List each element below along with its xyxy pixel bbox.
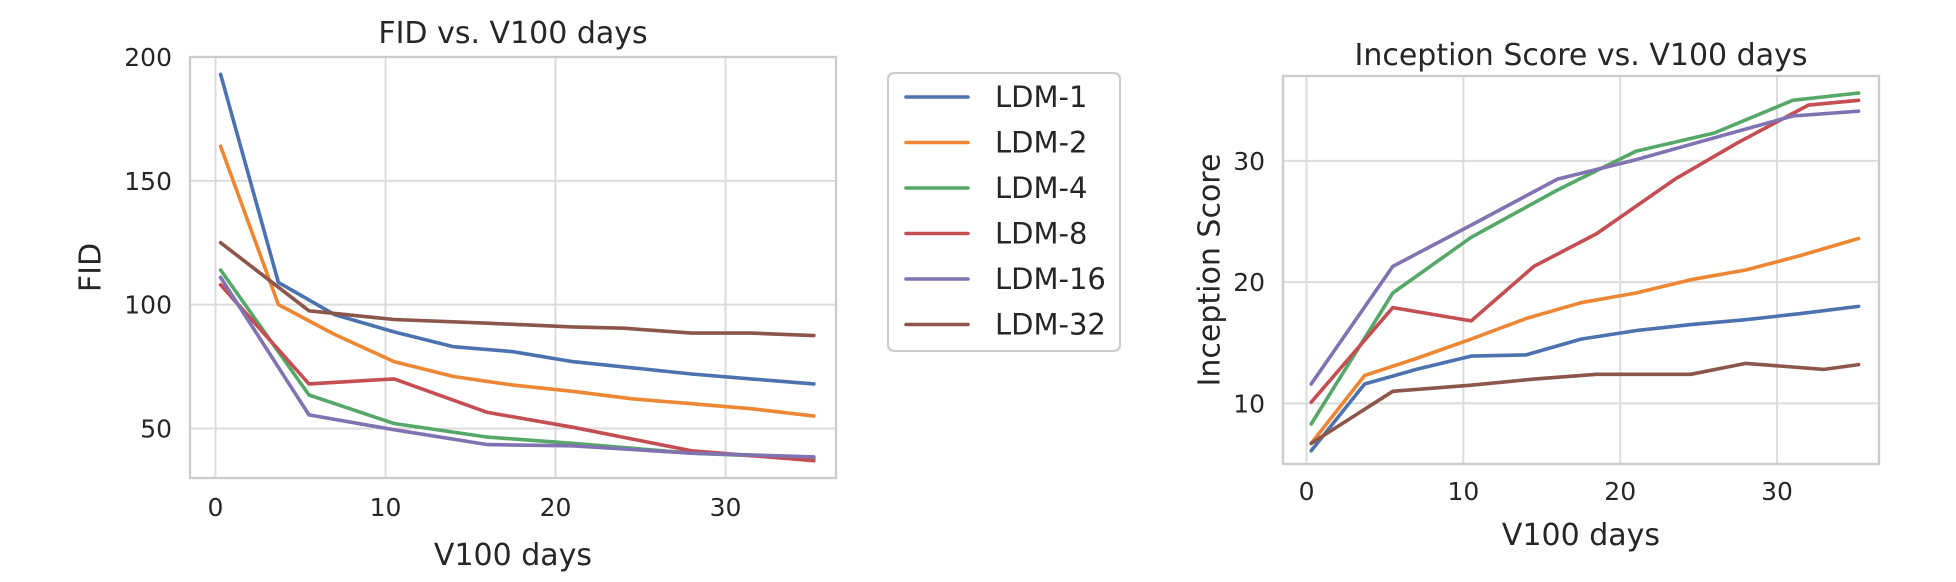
fid-y-tick-label: 200 (124, 43, 172, 72)
inception-plot-border (1281, 74, 1881, 466)
legend: LDM-1 LDM-2 LDM-4 LDM-8 LDM-16 LDM-32 (887, 72, 1121, 352)
fid-y-tick-label: 50 (140, 414, 172, 443)
fid-x-tick-label: 10 (370, 493, 402, 522)
fid-series-ldm-32 (218, 240, 816, 338)
fid-series-ldm-16 (218, 275, 816, 459)
inception-y-ticks: 10 20 30 (1233, 147, 1265, 419)
fid-series-lines (218, 72, 816, 463)
inception-x-ticks: 0 10 20 30 (1299, 477, 1793, 506)
fid-y-tick-label: 100 (124, 291, 172, 320)
fid-plot-area (188, 55, 838, 480)
fid-series-ldm-2 (218, 144, 816, 418)
legend-label-ldm-4: LDM-4 (995, 171, 1087, 205)
inception-x-axis-label: V100 days (1502, 518, 1660, 553)
fid-x-tick-label: 30 (710, 493, 742, 522)
fid-series-ldm-1 (218, 72, 816, 386)
legend-label-ldm-32: LDM-32 (995, 308, 1106, 342)
inception-series-ldm-1 (1309, 304, 1861, 453)
inception-y-axis-label: Inception Score (1193, 154, 1228, 387)
inception-series-ldm-32 (1309, 361, 1861, 446)
fid-chart: 0 10 20 30 50 100 150 200 FID vs. V100 days V1… (74, 16, 838, 573)
fid-x-axis-label: V100 days (434, 538, 592, 573)
fid-x-ticks: 0 10 20 30 (208, 493, 742, 522)
fid-y-tick-label: 150 (124, 167, 172, 196)
fid-gridlines (190, 56, 836, 478)
fid-y-ticks: 50 100 150 200 (124, 43, 172, 443)
legend-label-ldm-1: LDM-1 (995, 80, 1087, 114)
inception-y-tick-label: 10 (1233, 389, 1265, 418)
inception-x-tick-label: 20 (1604, 477, 1636, 506)
legend-label-ldm-16: LDM-16 (995, 262, 1106, 296)
inception-score-chart: 0 10 20 30 10 20 30 Inception Score vs. V100 … (1193, 38, 1881, 553)
fid-chart-title: FID vs. V100 days (378, 16, 647, 51)
inception-gridlines (1283, 76, 1879, 464)
fid-plot-border (188, 55, 838, 480)
legend-label-ldm-8: LDM-8 (995, 217, 1087, 251)
inception-series-ldm-16 (1309, 109, 1861, 386)
inception-chart-title: Inception Score vs. V100 days (1354, 38, 1807, 73)
fid-x-tick-label: 20 (540, 493, 572, 522)
inception-x-tick-label: 0 (1299, 477, 1315, 506)
fid-series-ldm-8 (218, 282, 816, 463)
fid-x-tick-label: 0 (208, 493, 224, 522)
inception-y-tick-label: 30 (1233, 147, 1265, 176)
inception-series-ldm-2 (1309, 236, 1861, 446)
inception-x-tick-label: 30 (1761, 477, 1793, 506)
fid-y-axis-label: FID (74, 243, 109, 292)
inception-y-tick-label: 20 (1233, 268, 1265, 297)
inception-x-tick-label: 10 (1447, 477, 1479, 506)
inception-series-lines (1309, 91, 1861, 453)
legend-label-ldm-2: LDM-2 (995, 126, 1087, 160)
